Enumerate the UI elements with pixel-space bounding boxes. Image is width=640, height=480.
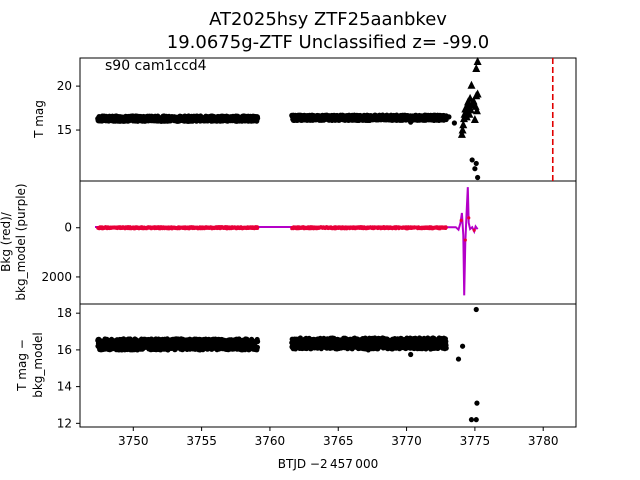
data-point bbox=[455, 356, 462, 362]
top-panel-ylabel: T mag bbox=[32, 100, 46, 139]
data-point bbox=[254, 344, 260, 350]
bkg-point bbox=[472, 228, 476, 232]
data-point bbox=[473, 417, 479, 423]
y-tick-label: 12 bbox=[57, 416, 72, 430]
data-point bbox=[474, 400, 480, 406]
upper-limit-triangle bbox=[457, 129, 466, 138]
upper-limit-triangle bbox=[472, 64, 481, 73]
bottom-panel-ylabel-line2: bkg_model bbox=[31, 332, 45, 398]
upper-limit-triangle bbox=[472, 106, 481, 115]
x-tick-label: 3770 bbox=[391, 434, 422, 448]
chart-title-line1: AT2025hsy ZTF25aanbkev bbox=[209, 9, 447, 30]
data-point bbox=[468, 417, 475, 423]
upper-limit-triangle bbox=[473, 57, 482, 66]
data-point bbox=[475, 174, 481, 181]
data-point bbox=[367, 117, 373, 123]
bottom-panel-frame bbox=[79, 303, 577, 428]
middle-panel-frame bbox=[79, 180, 577, 305]
bottom-panel-ylabel-line1: T mag − bbox=[15, 339, 29, 392]
chart-marks: 3750 3755 3760 3765 3770 3775 3780 15 20 0 2000 12 1… bbox=[41, 57, 558, 448]
x-tick-label: 3765 bbox=[323, 434, 354, 448]
x-tick-label: 3780 bbox=[528, 434, 559, 448]
data-point bbox=[469, 157, 475, 163]
y-tick-label: 15 bbox=[57, 123, 72, 137]
bkg-point bbox=[467, 216, 471, 220]
data-point bbox=[255, 115, 261, 121]
data-point bbox=[365, 347, 371, 353]
upper-limit-triangle bbox=[473, 89, 482, 98]
upper-limit-triangle bbox=[459, 120, 468, 129]
x-tick-label: 3755 bbox=[186, 434, 217, 448]
data-point bbox=[255, 338, 261, 345]
y-tick-label: 18 bbox=[57, 306, 72, 320]
x-tick-label: 3760 bbox=[255, 434, 286, 448]
upper-limit-triangle bbox=[470, 115, 479, 123]
data-point bbox=[473, 306, 479, 313]
upper-limit-triangle bbox=[465, 109, 474, 118]
data-point bbox=[443, 345, 449, 351]
y-tick-label: 20 bbox=[57, 79, 72, 93]
data-point bbox=[472, 166, 478, 172]
data-point bbox=[446, 114, 452, 120]
data-point bbox=[408, 119, 414, 125]
bkg-point bbox=[463, 238, 467, 242]
top-panel-annotation: s90 cam1ccd4 bbox=[105, 58, 207, 74]
x-tick-label: 3750 bbox=[118, 434, 149, 448]
data-point bbox=[408, 351, 414, 358]
data-point bbox=[473, 160, 479, 167]
bkg-point bbox=[256, 226, 260, 230]
x-axis-label: BTJD −2 457 000 bbox=[278, 457, 378, 471]
bkg-point bbox=[459, 218, 463, 222]
chart-title-line2: 19.0675g-ZTF Unclassified z= -99.0 bbox=[166, 32, 490, 53]
middle-panel-ylabel-line2: bkg_model (purple) bbox=[14, 183, 28, 300]
data-point bbox=[459, 343, 466, 349]
y-tick-label: 16 bbox=[57, 343, 72, 357]
y-tick-label: 0 bbox=[64, 221, 72, 235]
y-tick-label: 14 bbox=[57, 380, 72, 394]
upper-limit-triangle bbox=[466, 105, 475, 114]
data-point bbox=[443, 338, 449, 345]
data-point bbox=[451, 120, 457, 126]
y-tick-label: 2000 bbox=[41, 270, 72, 284]
bkg-model-line bbox=[95, 187, 479, 296]
upper-limit-triangle bbox=[458, 125, 467, 134]
middle-panel-ylabel-line1: Bkg (red)/ bbox=[0, 211, 13, 272]
x-tick-label: 3775 bbox=[460, 434, 491, 448]
bkg-point bbox=[444, 226, 448, 230]
upper-limit-triangle bbox=[467, 80, 476, 89]
